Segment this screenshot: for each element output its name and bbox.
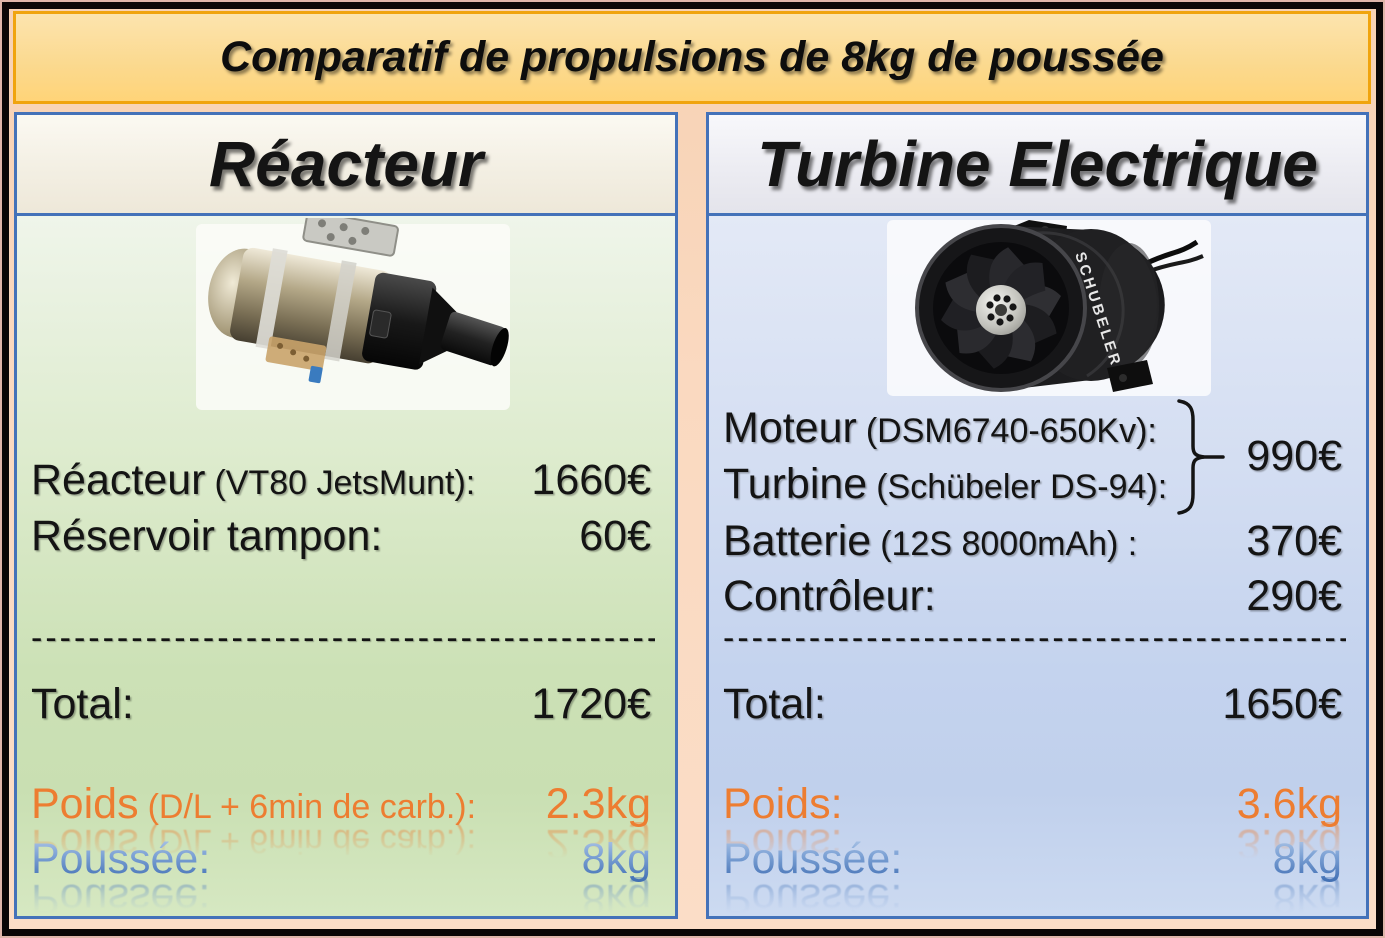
turbine-body: SCHUBELER [706, 213, 1369, 923]
turbine-title: Turbine Electrique [757, 128, 1318, 200]
poids-value: 2.3kg [545, 780, 651, 828]
item-value: 290€ [1246, 572, 1342, 620]
page-title: Comparatif de propulsions de 8kg de pous… [220, 33, 1164, 81]
total-line: Total: 1650€ [723, 676, 1342, 732]
edf-turbine-image: SCHUBELER [887, 220, 1211, 396]
reacteur-title: Réacteur [209, 128, 483, 200]
moteur-turbine-group-value: 990€ [1246, 432, 1342, 480]
reacteur-panel: Réacteur [14, 112, 678, 923]
poids-label: Poids: [723, 780, 843, 828]
item-label: Réacteur (VT80 JetsMunt): [31, 456, 476, 504]
poids-label: Poids (D/L + 6min de carb.): [31, 780, 477, 828]
batterie-line-item: Batterie (12S 8000mAh) : 370€ [723, 513, 1342, 569]
poussee-label: Poussée: [723, 831, 902, 887]
item-label: Batterie (12S 8000mAh) : [723, 517, 1138, 565]
item-label: Moteur (DSM6740-650Kv): [723, 404, 1157, 452]
dashed-divider: ----------------------------------------… [723, 619, 1346, 657]
grouping-brace [1177, 399, 1225, 515]
jet-engine-image [196, 218, 510, 410]
poids-line: Poids: 3.6kg Poids: 3.6kg [723, 776, 1342, 868]
total-value: 1720€ [531, 680, 651, 728]
slide-background: Comparatif de propulsions de 8kg de pous… [9, 9, 1376, 929]
poids-line: Poids(D/L + 6min de carb.): 2.3kg Poids(… [31, 776, 651, 868]
poussee-line: Poussée: 8kg Poussée: 8kg [31, 831, 651, 923]
item-value: 370€ [1246, 517, 1342, 565]
poids-value: 3.6kg [1236, 780, 1342, 828]
reacteur-line-item: Réacteur (VT80 JetsMunt): 1660€ [31, 452, 651, 508]
item-label: Réservoir tampon: [31, 512, 383, 560]
total-label: Total: [31, 680, 134, 728]
item-value: 1660€ [531, 456, 651, 504]
item-value: 60€ [579, 512, 651, 560]
dashed-divider: ----------------------------------------… [31, 619, 655, 657]
poussee-value: 8kg [1273, 831, 1342, 887]
controleur-line-item: Contrôleur: 290€ [723, 568, 1342, 624]
moteur-line-item: Moteur (DSM6740-650Kv): [723, 400, 1342, 456]
reacteur-header: Réacteur [14, 112, 678, 216]
turbine-panel: Turbine Electrique [706, 112, 1369, 923]
turbine-line-item: Turbine (Schübeler DS-94): [723, 456, 1342, 512]
item-label: Contrôleur: [723, 572, 936, 620]
total-value: 1650€ [1222, 680, 1342, 728]
poussee-line: Poussée: 8kg Poussée: 8kg [723, 831, 1342, 923]
main-title-bar: Comparatif de propulsions de 8kg de pous… [13, 11, 1371, 104]
poussee-value: 8kg [582, 831, 651, 887]
item-label: Turbine (Schübeler DS-94): [723, 460, 1168, 508]
poussee-label: Poussée: [31, 831, 210, 887]
total-line: Total: 1720€ [31, 676, 651, 732]
reservoir-line-item: Réservoir tampon: 60€ [31, 508, 651, 564]
turbine-header: Turbine Electrique [706, 112, 1369, 216]
reacteur-body: Réacteur (VT80 JetsMunt): 1660€ Réservoir… [14, 213, 678, 923]
total-label: Total: [723, 680, 826, 728]
